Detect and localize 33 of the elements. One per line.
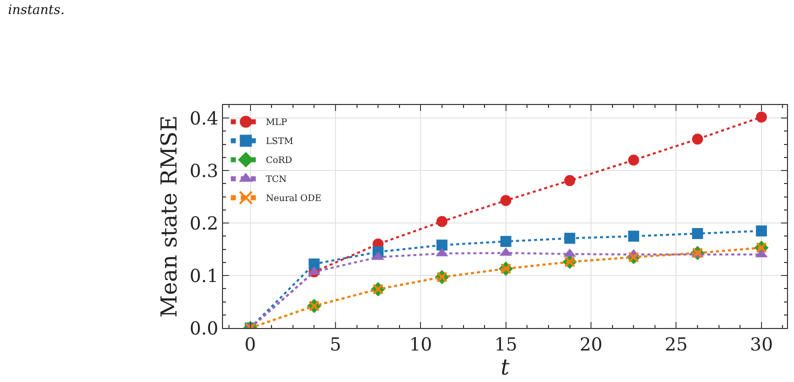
point	[500, 195, 512, 206]
legend-label: CoRD	[266, 156, 292, 166]
y-tick-label: 0.2	[190, 213, 218, 234]
x-tick-label: 30	[750, 334, 773, 356]
legend-label: LSTM	[266, 137, 294, 148]
point	[756, 112, 767, 123]
y-axis-title: Mean state RMSE	[157, 115, 182, 318]
point	[500, 236, 512, 247]
point	[564, 232, 576, 244]
x-tick-label: 0	[244, 334, 256, 356]
x-tick-label: 15	[494, 334, 518, 356]
x-tick-label: 20	[580, 334, 603, 356]
y-tick-label: 0.0	[190, 318, 218, 340]
x-tick-label: 25	[664, 334, 688, 356]
point	[756, 225, 767, 236]
point	[436, 240, 448, 251]
y-tick-label: 0.4	[190, 108, 218, 130]
point	[436, 216, 448, 227]
x-tick-label: 5	[330, 334, 342, 356]
point	[692, 228, 704, 240]
x-tick-label: 10	[409, 334, 432, 356]
y-tick-label: 0.3	[190, 160, 218, 182]
point	[564, 175, 576, 186]
text: instants.	[8, 3, 65, 18]
legend-label: Neural ODE	[266, 194, 322, 204]
x-axis-title: t	[500, 356, 510, 381]
point	[628, 230, 640, 242]
point	[692, 134, 704, 145]
legend-label: MLP	[266, 118, 288, 128]
point	[308, 258, 320, 270]
point	[628, 154, 640, 166]
legend-label: TCN	[266, 175, 287, 186]
y-tick-label: 0.1	[190, 266, 218, 287]
